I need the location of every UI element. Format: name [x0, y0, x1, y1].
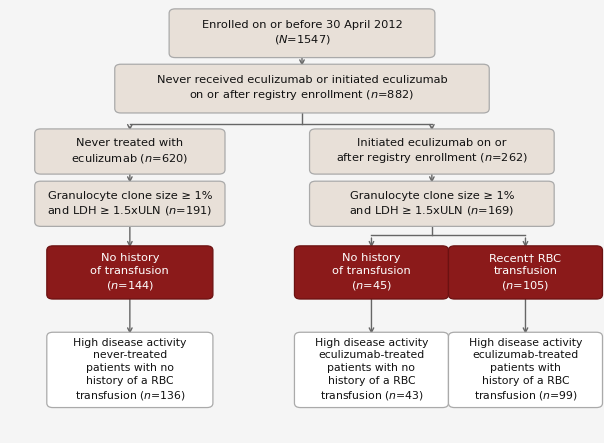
Text: No history
of transfusion
($\it{n}$=45): No history of transfusion ($\it{n}$=45) [332, 253, 411, 292]
Text: Granulocyte clone size ≥ 1%
and LDH ≥ 1.5xULN ($\it{n}$=169): Granulocyte clone size ≥ 1% and LDH ≥ 1.… [349, 190, 515, 217]
FancyBboxPatch shape [47, 332, 213, 408]
Text: No history
of transfusion
($\it{n}$=144): No history of transfusion ($\it{n}$=144) [91, 253, 169, 292]
FancyBboxPatch shape [35, 181, 225, 226]
FancyBboxPatch shape [35, 129, 225, 174]
FancyBboxPatch shape [295, 332, 448, 408]
FancyBboxPatch shape [309, 181, 554, 226]
FancyBboxPatch shape [309, 129, 554, 174]
Text: Granulocyte clone size ≥ 1%
and LDH ≥ 1.5xULN ($\it{n}$=191): Granulocyte clone size ≥ 1% and LDH ≥ 1.… [47, 190, 213, 217]
Text: Initiated eculizumab on or
after registry enrollment ($\it{n}$=262): Initiated eculizumab on or after registr… [336, 138, 528, 165]
Text: Never received eculizumab or initiated eculizumab
on or after registry enrollmen: Never received eculizumab or initiated e… [156, 75, 448, 102]
Text: Enrolled on or before 30 April 2012
($\it{N}$=1547): Enrolled on or before 30 April 2012 ($\i… [202, 20, 402, 47]
FancyBboxPatch shape [169, 9, 435, 58]
Text: High disease activity
never-treated
patients with no
history of a RBC
transfusio: High disease activity never-treated pati… [73, 338, 187, 402]
Text: High disease activity
eculizumab-treated
patients with no
history of a RBC
trans: High disease activity eculizumab-treated… [315, 338, 428, 402]
Text: High disease activity
eculizumab-treated
patients with
history of a RBC
transfus: High disease activity eculizumab-treated… [469, 338, 582, 402]
FancyBboxPatch shape [115, 64, 489, 113]
FancyBboxPatch shape [448, 332, 603, 408]
FancyBboxPatch shape [448, 246, 603, 299]
Text: Never treated with
eculizumab ($\it{n}$=620): Never treated with eculizumab ($\it{n}$=… [71, 138, 188, 165]
FancyBboxPatch shape [47, 246, 213, 299]
FancyBboxPatch shape [295, 246, 448, 299]
Text: Recent† RBC
transfusion
($\it{n}$=105): Recent† RBC transfusion ($\it{n}$=105) [489, 253, 562, 292]
